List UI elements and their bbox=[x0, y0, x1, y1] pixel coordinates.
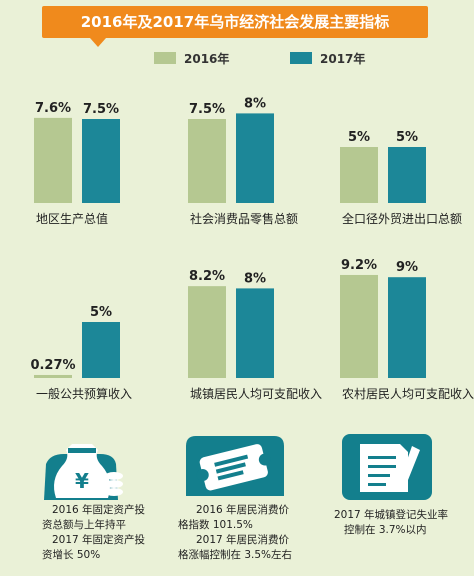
bar-2016-panel-3 bbox=[340, 147, 378, 203]
bar-2017-panel-4 bbox=[82, 322, 120, 378]
category-label: 全口径外贸进出口总额 bbox=[342, 211, 462, 226]
bar-charts: 7.6% 7.5% 地区生产总值 7.5% 8% 社会消费品零售总额 5% 5% 全口径外贸进出… bbox=[30, 96, 474, 401]
bar-2016-panel-6 bbox=[340, 274, 378, 378]
bar-2016-panel-5 bbox=[188, 286, 226, 378]
legend-item-2016: 2016年 bbox=[154, 50, 229, 66]
bar-2017-panel-2 bbox=[236, 113, 274, 203]
info-line: 2016 年居民消费价 bbox=[196, 504, 290, 516]
category-label: 地区生产总值 bbox=[36, 211, 108, 226]
bar-2017-panel-6 bbox=[388, 277, 426, 378]
ticket-icon bbox=[186, 436, 284, 496]
info-line: 资总额与上年持平 bbox=[42, 519, 126, 531]
info-line: 2017 年居民消费价 bbox=[196, 534, 290, 546]
bar-2016-panel-4 bbox=[34, 374, 72, 378]
legend-item-2017: 2017年 bbox=[290, 50, 365, 66]
bar-2017-panel-5 bbox=[236, 288, 274, 378]
info-line: 2017 年固定资产投 bbox=[52, 534, 146, 546]
legend-label-2016: 2016年 bbox=[184, 51, 230, 66]
page-title: 2016年及2017年乌市经济社会发展主要指标 bbox=[80, 13, 390, 31]
title-banner: 2016年及2017年乌市经济社会发展主要指标 bbox=[42, 6, 428, 47]
bar-2017-panel-3 bbox=[388, 147, 426, 203]
bar-2016-panel-1 bbox=[34, 117, 72, 203]
info-line: 格涨幅控制在 3.5%左右 bbox=[178, 549, 293, 561]
legend-label-2017: 2017年 bbox=[320, 51, 366, 66]
svg-text:¥: ¥ bbox=[75, 469, 89, 493]
category-label: 城镇居民人均可支配收入 bbox=[190, 387, 322, 401]
category-label: 一般公共预算收入 bbox=[36, 386, 132, 401]
info-text-unemployment: 2017 年城镇登记失业率 控制在 3.7%以内 bbox=[334, 508, 448, 538]
bar-value-label: 9% bbox=[396, 260, 418, 275]
legend-swatch-2017 bbox=[290, 52, 312, 64]
info-line: 资增长 50% bbox=[42, 549, 101, 561]
info-line: 2017 年城镇登记失业率 bbox=[334, 509, 449, 521]
info-text-cpi: 2016 年居民消费价 格指数 101.5% 2017 年居民消费价 格涨幅控制… bbox=[178, 503, 292, 563]
money-bag-icon: ¥ bbox=[42, 436, 128, 500]
category-label: 农村居民人均可支配收入 bbox=[342, 387, 474, 401]
bar-value-label: 7.6% bbox=[35, 101, 71, 116]
info-line: 控制在 3.7%以内 bbox=[344, 524, 427, 536]
bar-value-label: 5% bbox=[90, 305, 112, 320]
bar-value-label: 5% bbox=[348, 130, 370, 145]
bar-value-label: 0.27% bbox=[30, 358, 75, 373]
bar-value-label: 9.2% bbox=[341, 258, 377, 273]
legend-swatch-2016 bbox=[154, 52, 176, 64]
bar-value-label: 8% bbox=[244, 96, 266, 111]
bar-2016-panel-2 bbox=[188, 119, 226, 203]
info-line: 格指数 101.5% bbox=[178, 519, 253, 531]
document-pen-icon bbox=[342, 434, 432, 500]
bar-value-label: 8% bbox=[244, 271, 266, 286]
bar-2017-panel-1 bbox=[82, 119, 120, 203]
bar-value-label: 7.5% bbox=[83, 102, 119, 117]
info-text-investment: 2016 年固定资产投 资总额与上年持平 2017 年固定资产投 资增长 50% bbox=[42, 503, 145, 563]
bar-value-label: 7.5% bbox=[189, 102, 225, 117]
category-label: 社会消费品零售总额 bbox=[190, 211, 298, 226]
bar-value-label: 5% bbox=[396, 130, 418, 145]
bar-value-label: 8.2% bbox=[189, 269, 225, 284]
info-line: 2016 年固定资产投 bbox=[52, 504, 146, 516]
